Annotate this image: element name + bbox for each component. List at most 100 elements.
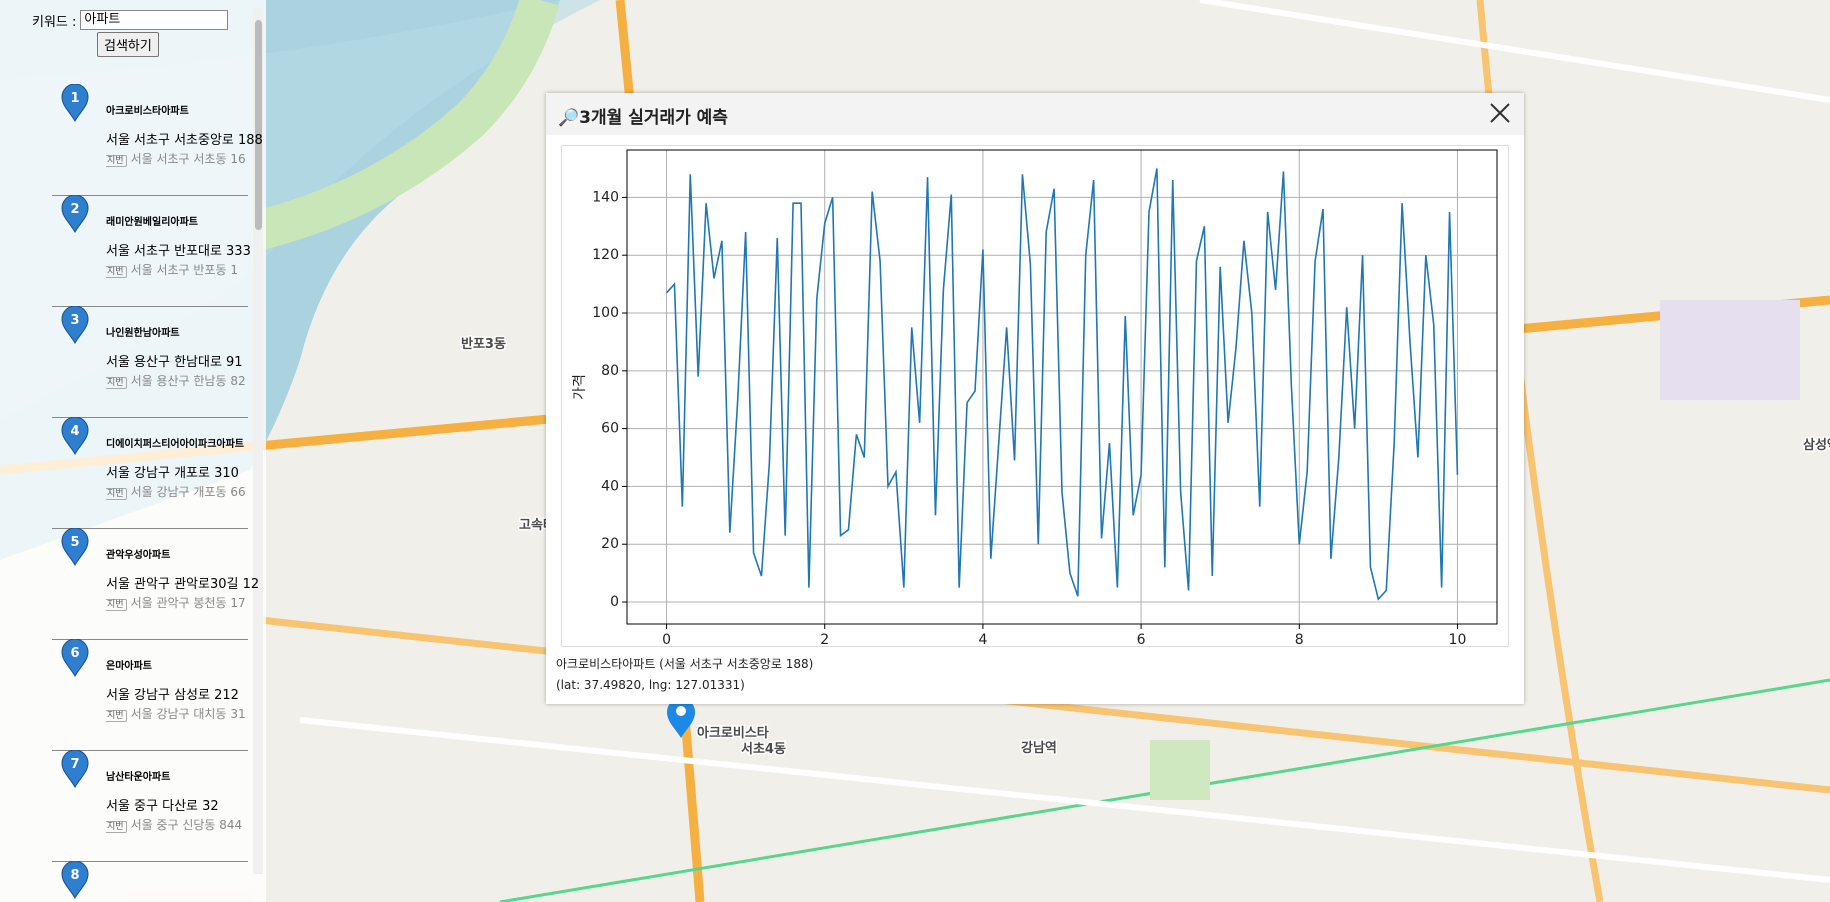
marker-pin: 8 (61, 861, 89, 899)
road-address: 서울 강남구 삼성로 212 (106, 688, 239, 703)
y-tick-label: 20 (601, 536, 619, 552)
pin-shape (61, 195, 89, 233)
y-tick-label: 80 (601, 363, 619, 379)
pin-shape (61, 750, 89, 788)
marker-pin: 6 (61, 639, 89, 677)
block (1660, 300, 1800, 400)
x-tick-label: 4 (978, 632, 987, 647)
map-label: 반포3동 (461, 336, 506, 352)
map-label: 아크로비스타 (697, 725, 769, 741)
jibun-address: 지번 서울 강남구 대치동 31 (106, 705, 246, 722)
coords: (lat: 37.49820, lng: 127.01331) (556, 678, 745, 692)
road-address: 서울 용산구 한남대로 91 (106, 355, 243, 370)
place-name: 관악우성아파트 (106, 550, 171, 561)
pin-number: 8 (70, 868, 79, 883)
place-name: 은마아파트 (106, 661, 152, 672)
y-tick-label: 100 (592, 305, 619, 321)
jibun-text: 서울 강남구 대치동 31 (130, 707, 246, 721)
y-tick-label: 40 (601, 478, 619, 494)
jibun-text: 서울 용산구 한남동 82 (130, 374, 246, 388)
scrollbar[interactable] (253, 8, 263, 874)
pin-number: 5 (70, 535, 79, 550)
jibun-text: 서울 서초구 반포동 1 (130, 263, 238, 277)
jibun-text: 서울 관악구 봉천동 17 (130, 596, 246, 610)
jibun-address: 지번 서울 서초구 서초동 16 (106, 150, 246, 167)
pin-shape (61, 417, 89, 455)
popup-header: 🔎3개월 실거래가 예측 (546, 93, 1524, 135)
result-item[interactable]: 3 나인원한남아파트 서울 용산구 한남대로 91 지번 서울 용산구 한남동 82 (52, 306, 248, 418)
x-tick-label: 10 (1449, 632, 1467, 647)
road-address: 서울 서초구 서초중앙로 188 (106, 133, 263, 148)
pin-shape (61, 306, 89, 344)
axes-frame (626, 149, 1498, 625)
street (1199, 0, 1830, 103)
jibun-address: 지번 서울 서초구 반포동 1 (106, 261, 246, 278)
y-tick-label: 140 (592, 189, 619, 205)
jibun-address: 지번 서울 강남구 개포동 66 (106, 483, 246, 500)
pin-number: 6 (70, 646, 79, 661)
pin-number: 7 (70, 757, 79, 772)
marker-pin: 7 (61, 750, 89, 788)
marker-pin: 1 (61, 84, 89, 122)
result-item[interactable]: 8 (52, 861, 248, 902)
result-item[interactable]: 5 관악우성아파트 서울 관악구 관악로30길 12 지번 서울 관악구 봉천동 17 (52, 528, 259, 640)
park (1150, 740, 1210, 800)
map-label: 강남역 (1021, 740, 1057, 756)
price-line (665, 168, 1459, 601)
scrollbar-thumb[interactable] (255, 20, 262, 230)
search-button[interactable]: 검색하기 (97, 32, 159, 57)
popup-title: 🔎3개월 실거래가 예측 (558, 108, 728, 128)
jibun-tag: 지번 (106, 377, 127, 389)
place-name: 래미안원베일리아파트 (106, 217, 198, 228)
park (255, 0, 560, 250)
y-axis-label: 가격 (572, 374, 588, 400)
marker-pin: 3 (61, 306, 89, 344)
map-label: 서초4동 (741, 742, 786, 757)
road (259, 616, 1830, 794)
pin-shape (61, 84, 89, 122)
jibun-tag: 지번 (106, 599, 127, 611)
street (299, 717, 1830, 883)
chart: 0 20 40 60 80 100 120 140 0 2 4 6 8 10 가격 (561, 145, 1509, 647)
popup: 🔎3개월 실거래가 예측 0 20 40 60 80 100 120 140 0 2 4 6 8 10 가격… (546, 93, 1524, 704)
jibun-text: 서울 서초구 서초동 16 (130, 152, 246, 166)
jibun-text: 서울 중구 신당동 844 (130, 818, 243, 832)
close-button[interactable] (1488, 101, 1512, 125)
place-name: 디에이치퍼스티어아이파크아파트 (106, 439, 244, 450)
y-tick-label: 60 (601, 421, 619, 437)
pin-number: 2 (70, 202, 79, 217)
pin-shape (61, 528, 89, 566)
marker-pin: 4 (61, 417, 89, 455)
pin-number: 3 (70, 313, 79, 328)
x-tick-label: 2 (820, 632, 829, 647)
map-marker[interactable] (667, 698, 695, 738)
marker-pin: 5 (61, 528, 89, 566)
x-tick-label: 8 (1295, 632, 1304, 647)
map-label: 삼성역 (1803, 437, 1830, 453)
road-address: 서울 강남구 개포로 310 (106, 466, 239, 481)
road-address: 서울 중구 다산로 32 (106, 799, 219, 814)
place-info: 아크로비스타아파트 (서울 서초구 서초중앙로 188) (556, 657, 814, 671)
jibun-address: 지번 서울 관악구 봉천동 17 (106, 594, 246, 611)
x-tick-label: 6 (1137, 632, 1146, 647)
jibun-tag: 지번 (106, 710, 127, 722)
place-name: 아크로비스타아파트 (106, 106, 189, 117)
jibun-address: 지번 서울 중구 신당동 844 (106, 816, 246, 833)
jibun-tag: 지번 (106, 821, 127, 833)
x-tick-label: 0 (662, 632, 671, 647)
place-name: 남산타운아파트 (106, 772, 171, 783)
keyword-row: 키워드 : 아파트 (32, 10, 229, 30)
road-address: 서울 서초구 반포대로 333 (106, 244, 251, 259)
pin-number: 1 (70, 91, 79, 106)
pin-shape (61, 861, 89, 899)
pin-number: 4 (70, 424, 79, 439)
keyword-input[interactable]: 아파트 (80, 10, 229, 30)
jibun-tag: 지번 (106, 266, 127, 278)
